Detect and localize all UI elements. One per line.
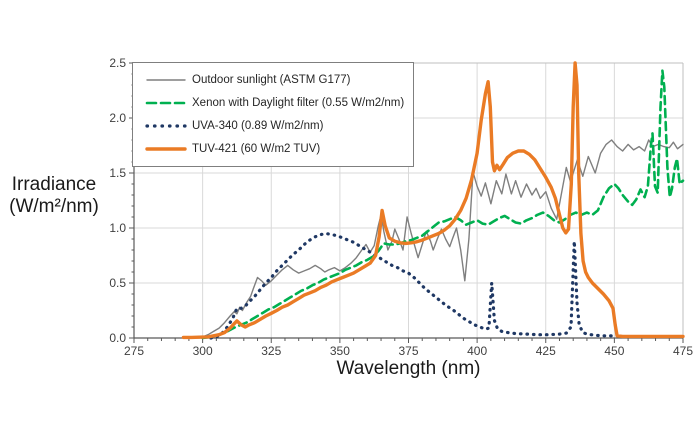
x-tick-label-375: 375 [398, 344, 419, 358]
legend-label: TUV-421 (60 W/m2 TUV) [192, 143, 321, 156]
legend-label: Xenon with Daylight filter (0.55 W/m2/nm… [192, 96, 405, 109]
y-axis-title: Irradiance (W/m²/nm) [0, 174, 108, 218]
x-tick-label-325: 325 [261, 344, 282, 358]
series-line-uva-340-0-89-w-m2-nm [209, 231, 618, 340]
series-line-tuv-421-60-w-m2-tuv [181, 61, 685, 340]
legend-label: UVA-340 (0.89 W/m2/nm) [192, 120, 324, 133]
x-tick-label-275: 275 [123, 344, 145, 358]
legend-swatch-tuv-421-60-w-m2-tuv [145, 147, 187, 152]
x-tick-label-425: 425 [535, 344, 556, 358]
series-line-xenon-with-daylight-filter-0-55-w-m2-nm [201, 69, 685, 340]
y-axis-title-line2: (W/m²/nm) [9, 196, 99, 217]
legend-item-xenon-with-daylight-filter-0-55-w-m2-nm: Xenon with Daylight filter (0.55 W/m2/nm… [145, 97, 409, 109]
y-tick-label-1.0: 1.0 [109, 221, 126, 235]
series-line-outdoor-sunlight-astm-g177 [188, 139, 684, 339]
y-tick-label-1.5: 1.5 [109, 166, 126, 180]
legend-item-uva-340-0-89-w-m2-nm: UVA-340 (0.89 W/m2/nm) [145, 120, 409, 132]
legend-label: Outdoor sunlight (ASTM G177) [192, 73, 351, 86]
x-axis-title: Wavelength (nm) [336, 358, 481, 379]
x-tick-label-475: 475 [672, 344, 694, 358]
legend-swatch-xenon-with-daylight-filter-0-55-w-m2-nm [145, 101, 187, 105]
x-tick-label-400: 400 [467, 344, 488, 358]
y-tick-label-2.5: 2.5 [109, 56, 126, 70]
x-tick-label-350: 350 [329, 344, 350, 358]
legend-swatch-outdoor-sunlight-astm-g177 [146, 78, 186, 81]
x-tick-label-300: 300 [192, 344, 213, 358]
legend-item-tuv-421-60-w-m2-tuv: TUV-421 (60 W/m2 TUV) [145, 143, 409, 155]
legend-item-outdoor-sunlight-astm-g177: Outdoor sunlight (ASTM G177) [145, 74, 409, 86]
x-tick-label-450: 450 [604, 344, 625, 358]
y-tick-label-2.0: 2.0 [109, 111, 126, 125]
y-axis-title-line1: Irradiance [11, 174, 97, 195]
legend: Outdoor sunlight (ASTM G177) Xenon with D… [132, 62, 414, 167]
legend-swatch-uva-340-0-89-w-m2-nm [145, 124, 187, 128]
y-tick-label-0.5: 0.5 [109, 276, 126, 290]
y-tick-label-0.0: 0.0 [109, 331, 126, 345]
